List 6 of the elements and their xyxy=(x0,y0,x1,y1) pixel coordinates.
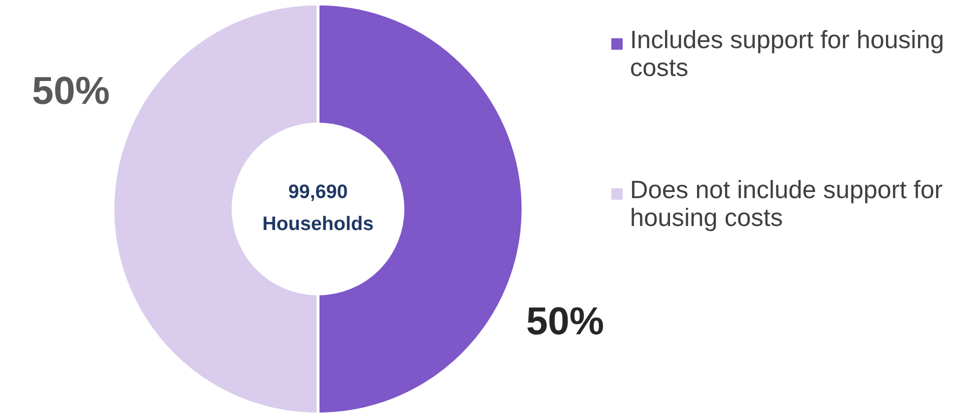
data-label: 50% xyxy=(33,76,109,104)
text: 99,690 xyxy=(288,184,347,202)
data-label: 50% xyxy=(527,307,603,335)
text: Households xyxy=(264,216,373,230)
legend-label: Includes support for housing costs xyxy=(631,30,942,76)
legend-label: Does not include support for housing costs xyxy=(632,180,942,232)
